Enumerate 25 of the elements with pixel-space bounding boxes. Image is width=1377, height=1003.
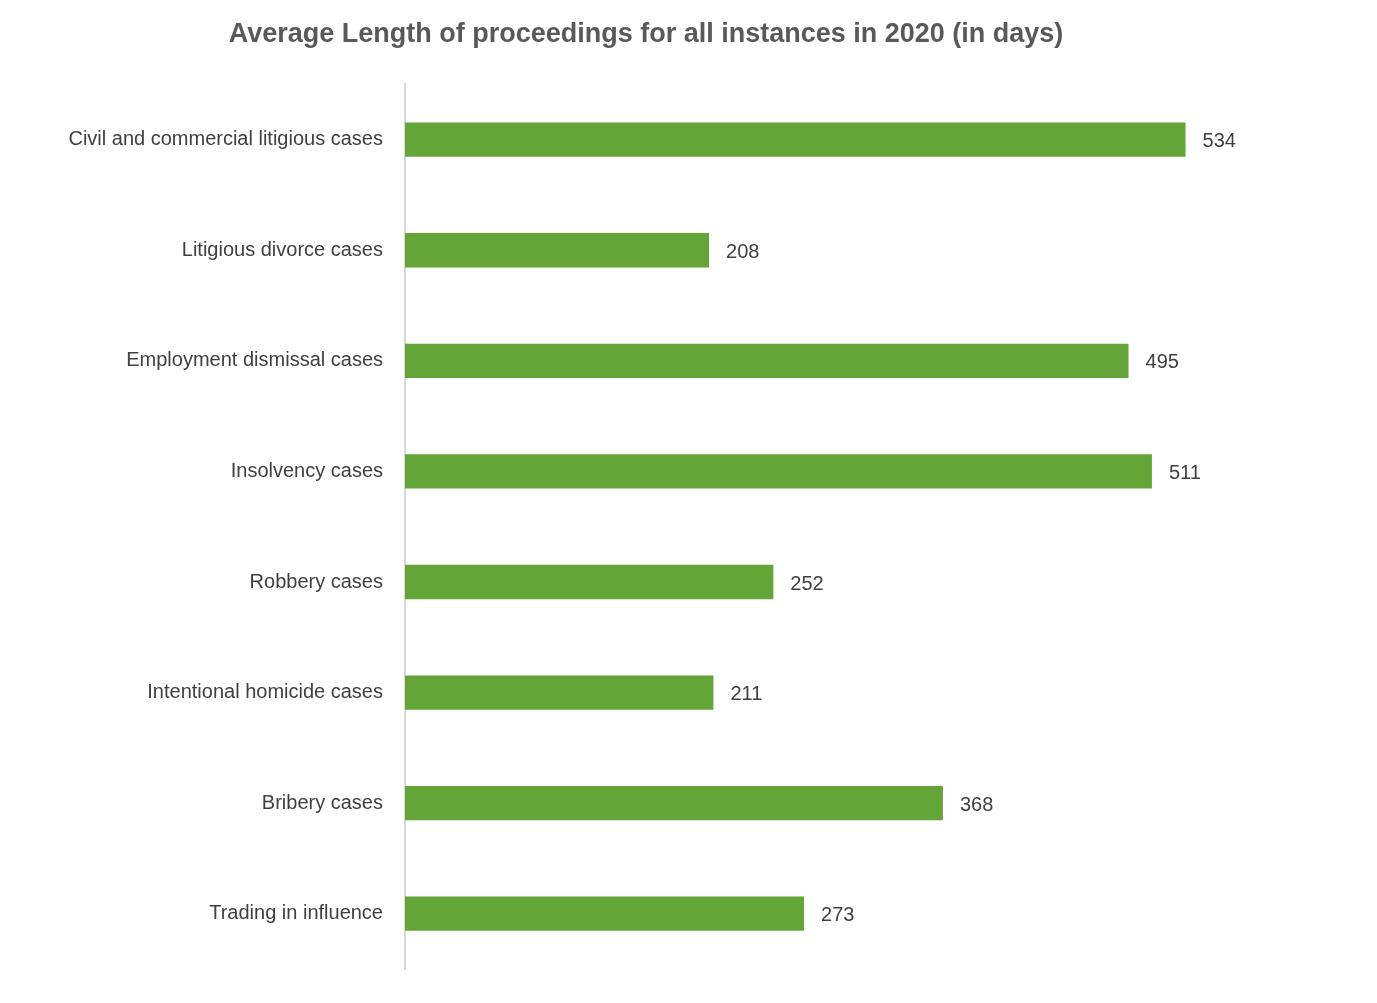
data-label: 495 [1145,350,1179,373]
data-label: 368 [959,792,994,815]
bar [405,233,710,268]
y-tick-label: Intentional homicide cases [147,680,383,703]
data-label: 211 [730,682,763,705]
y-tick-label: Civil and commercial litigious cases [68,127,383,150]
y-tick-label: Bribery cases [261,790,383,813]
bar [405,454,1152,489]
bar [405,564,774,600]
bar [405,786,943,821]
data-label: 208 [726,239,760,262]
bar [405,675,714,710]
y-tick-label: Trading in influence [209,901,383,924]
bar [405,343,1129,378]
bar [405,122,1186,157]
chart-title: Average Length of proceedings for all instances in 2020 (in days) [228,17,1064,48]
data-label: 252 [790,571,824,594]
data-label: 534 [1202,129,1236,152]
y-tick-label: Robbery cases [249,569,383,592]
y-tick-label: Litigious divorce cases [181,237,383,260]
data-label: 511 [1168,460,1201,483]
y-tick-label: Insolvency cases [230,458,383,481]
bar [405,896,805,931]
y-tick-label: Employment dismissal cases [126,348,383,371]
data-label: 273 [821,903,855,926]
